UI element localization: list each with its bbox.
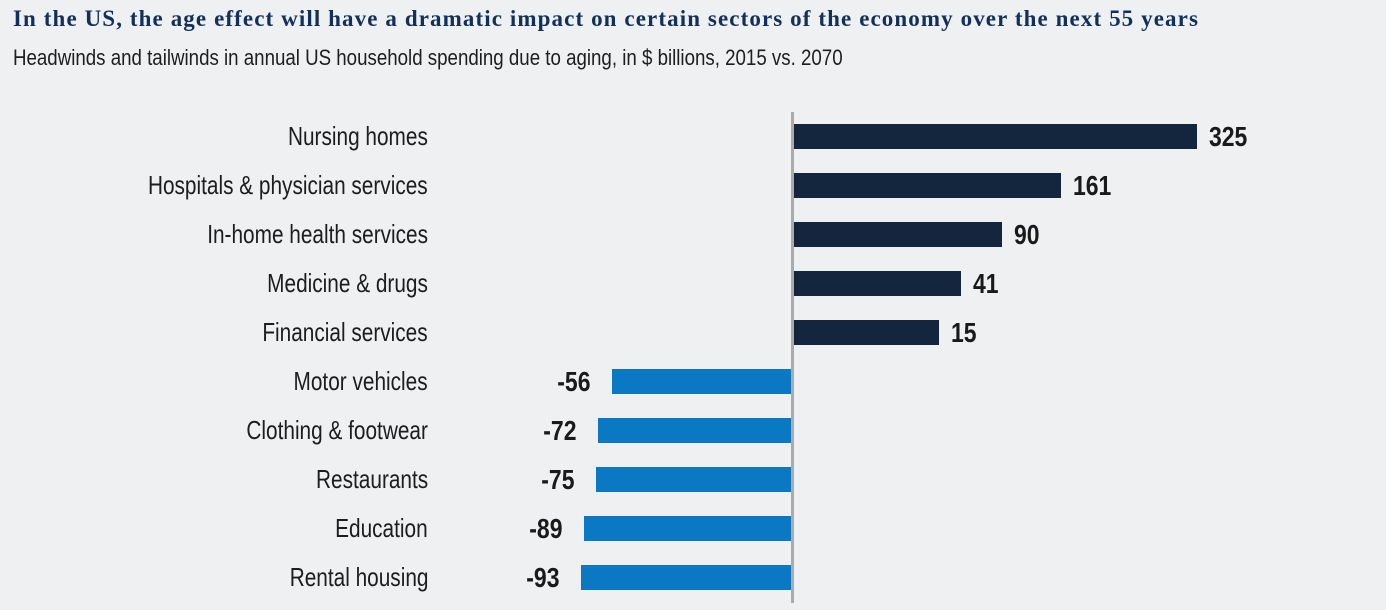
value-label: -72 bbox=[542, 415, 576, 446]
chart-row: Restaurants -75 bbox=[0, 455, 1386, 504]
category-label: In-home health services bbox=[207, 219, 428, 249]
chart-row: Financial services 15 bbox=[0, 308, 1386, 357]
chart-title: In the US, the age effect will have a dr… bbox=[13, 6, 1199, 31]
chart-row: Hospitals & physician services 161 bbox=[0, 161, 1386, 210]
category-label: Education bbox=[335, 513, 428, 543]
bar bbox=[612, 369, 791, 394]
bar bbox=[596, 467, 791, 492]
chart-row: Rental housing -93 bbox=[0, 553, 1386, 602]
value-label: 90 bbox=[1014, 219, 1040, 250]
bar bbox=[581, 565, 791, 590]
bar-chart: Nursing homes 325 Hospitals & physician … bbox=[0, 112, 1386, 603]
category-label: Hospitals & physician services bbox=[148, 170, 428, 200]
category-label: Financial services bbox=[262, 317, 428, 347]
value-label: 41 bbox=[973, 268, 999, 299]
chart-row: Education -89 bbox=[0, 504, 1386, 553]
bar bbox=[598, 418, 791, 443]
value-label: -56 bbox=[556, 366, 590, 397]
chart-row: Motor vehicles -56 bbox=[0, 357, 1386, 406]
category-label: Nursing homes bbox=[288, 121, 428, 151]
chart-row: Medicine & drugs 41 bbox=[0, 259, 1386, 308]
chart-row: Clothing & footwear -72 bbox=[0, 406, 1386, 455]
category-label: Restaurants bbox=[315, 464, 428, 494]
category-label: Medicine & drugs bbox=[267, 268, 428, 298]
chart-row: Nursing homes 325 bbox=[0, 112, 1386, 161]
chart-row: In-home health services 90 bbox=[0, 210, 1386, 259]
category-label: Motor vehicles bbox=[293, 366, 428, 396]
value-label: -93 bbox=[525, 562, 559, 593]
bar bbox=[794, 173, 1061, 198]
value-label: -75 bbox=[540, 464, 574, 495]
bar bbox=[794, 320, 939, 345]
value-label: 325 bbox=[1209, 121, 1248, 152]
chart-subtitle: Headwinds and tailwinds in annual US hou… bbox=[13, 45, 843, 70]
value-label: 161 bbox=[1073, 170, 1112, 201]
bar bbox=[794, 124, 1197, 149]
bar bbox=[794, 271, 961, 296]
value-label: 15 bbox=[951, 317, 977, 348]
zero-axis-line bbox=[791, 112, 794, 603]
value-label: -89 bbox=[528, 513, 562, 544]
category-label: Rental housing bbox=[289, 562, 428, 592]
bar bbox=[584, 516, 791, 541]
bar bbox=[794, 222, 1002, 247]
category-label: Clothing & footwear bbox=[246, 415, 428, 445]
